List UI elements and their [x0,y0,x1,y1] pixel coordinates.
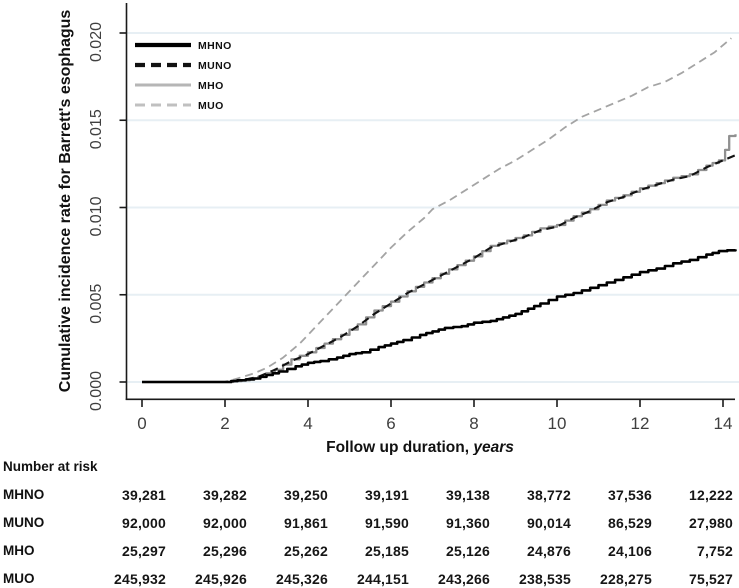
x-tick-label: 2 [220,414,229,433]
risk-value: 91,360 [445,515,490,531]
x-tick-labels: 0 2 4 6 8 10 12 14 [137,414,732,433]
risk-value: 39,281 [121,487,166,503]
y-axis-title: Cumulative incidence rate for Barrett's … [57,10,74,393]
legend: MHNO MUNO MHO MUO [135,40,232,112]
risk-row-label-mhno: MHNO [3,487,45,502]
x-tick-label: 8 [469,414,478,433]
x-axis-title-prefix: Follow up duration, [326,439,473,455]
risk-value: 91,861 [283,515,328,531]
x-tick-label: 6 [386,414,395,433]
risk-row-label-mho: MHO [3,543,35,558]
risk-value: 25,296 [202,543,247,559]
y-tick-label: 0.005 [88,284,105,324]
risk-value: 39,191 [364,487,409,503]
risk-value: 243,266 [437,571,490,587]
gridlines [126,32,739,383]
curve-mhno [142,249,737,384]
y-tick-label: 0.015 [88,109,105,149]
legend-label-mhno: MHNO [198,40,232,52]
x-tick-label: 14 [714,414,733,433]
risk-value: 24,876 [526,543,571,559]
risk-value: 25,185 [364,543,409,559]
risk-value: 92,000 [121,515,166,531]
x-tick-label: 12 [631,414,650,433]
legend-label-muno: MUNO [198,60,232,72]
legend-label-mho: MHO [198,80,224,92]
curve-mho [142,134,737,384]
x-tick-label: 4 [303,414,312,433]
risk-value: 7,752 [696,543,733,559]
legend-label-muo: MUO [198,100,224,112]
risk-value: 39,282 [202,487,247,503]
risk-value: 92,000 [202,515,247,531]
risk-value: 12,222 [688,487,733,503]
risk-value: 25,126 [445,543,490,559]
y-tick-label: 0.010 [88,196,105,236]
risk-value: 245,926 [194,571,247,587]
risk-table-title: Number at risk [3,459,98,474]
risk-value: 238,535 [518,571,571,587]
risk-row-label-muno: MUNO [3,515,45,530]
risk-value: 245,326 [275,571,328,587]
risk-value: 24,106 [607,543,652,559]
x-tick-label: 0 [137,414,146,433]
risk-value: 39,138 [445,487,490,503]
y-tick-label: 0.020 [88,22,105,62]
y-tick-label: 0.000 [88,371,105,411]
risk-value: 37,536 [607,487,652,503]
risk-value: 245,932 [113,571,166,587]
risk-value: 27,980 [688,515,733,531]
risk-value: 39,250 [283,487,328,503]
curve-muo [142,37,732,383]
risk-value: 90,014 [526,515,571,531]
x-axis-title: Follow up duration, years [326,439,514,455]
x-axis-title-emphasis: years [472,439,514,455]
risk-row-label-muo: MUO [3,571,35,586]
risk-value: 75,527 [688,571,733,587]
risk-value: 244,151 [356,571,409,587]
risk-value: 38,772 [526,487,571,503]
series-curves [142,37,737,384]
curve-muno [142,154,736,384]
risk-value: 91,590 [364,515,409,531]
risk-value: 25,297 [121,543,166,559]
risk-value: 25,262 [283,543,328,559]
axes [119,3,735,407]
y-tick-labels: 0.000 0.005 0.010 0.015 0.020 [88,22,105,411]
risk-value: 86,529 [607,515,652,531]
risk-value: 228,275 [599,571,652,587]
x-tick-label: 10 [548,414,567,433]
